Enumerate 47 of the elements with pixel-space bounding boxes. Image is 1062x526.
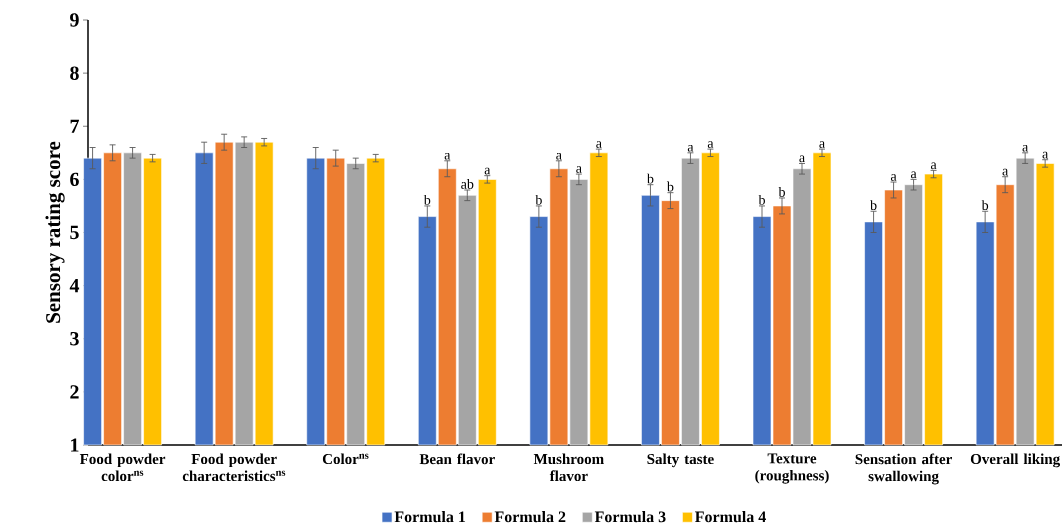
data-label: b (535, 194, 542, 205)
x-tick-label: Food powder color$^{ns}$ (79, 453, 166, 482)
x-tick-label: Overall liking (970, 453, 1061, 468)
legend-label: Formula 3 (594, 510, 666, 523)
data-label: a (799, 155, 805, 163)
y-tick-label: 1 (71, 438, 79, 452)
data-label: b (778, 186, 785, 197)
data-label: b (646, 173, 654, 184)
data-label: b (666, 181, 674, 192)
data-label: b (758, 194, 765, 205)
x-tick-label: Bean flavor (419, 453, 495, 465)
data-label: b (981, 200, 989, 211)
x-tick-label: Sensation after swallowing (855, 453, 952, 485)
data-label: a (930, 162, 937, 170)
data-label: a (596, 141, 602, 148)
data-label: ab (461, 178, 474, 189)
y-tick-label: 7 (70, 119, 79, 133)
x-tick-label: Color$^{ns}$ (322, 453, 369, 465)
data-label: a (910, 171, 917, 179)
data-label: a (687, 144, 694, 152)
y-tick-label: 2 (70, 385, 79, 399)
x-tick-label: Salty taste (647, 453, 714, 468)
y-tick-label: 3 (70, 332, 79, 346)
y-tick-label: 8 (70, 66, 79, 80)
y-tick-label: 5 (70, 225, 79, 240)
data-label: a (444, 152, 451, 160)
data-label: a (556, 152, 562, 160)
data-label: a (890, 174, 897, 181)
data-label: a (707, 141, 714, 148)
y-axis-title: Sensory rating score (45, 141, 65, 323)
data-label: a (1042, 151, 1049, 159)
data-label: a (484, 167, 491, 175)
data-label: a (576, 166, 582, 173)
data-label: a (1022, 144, 1029, 152)
x-tick-label: Food powder characteristics$^{ns}$ (182, 453, 286, 482)
data-label: b (870, 200, 877, 211)
y-tick-label: 4 (69, 279, 80, 293)
legend-label: Formula 1 (394, 510, 466, 523)
x-tick-label: Mushroom flavor (533, 453, 604, 482)
x-tick-label: Texture (roughness) (755, 453, 829, 484)
y-tick-label: 6 (70, 172, 79, 187)
data-label: a (1002, 168, 1009, 176)
y-tick-label: 9 (70, 13, 79, 27)
data-label: a (819, 141, 825, 148)
legend-label: Formula 2 (494, 510, 566, 523)
data-label: b (423, 194, 431, 205)
legend-label: Formula 4 (695, 510, 766, 523)
